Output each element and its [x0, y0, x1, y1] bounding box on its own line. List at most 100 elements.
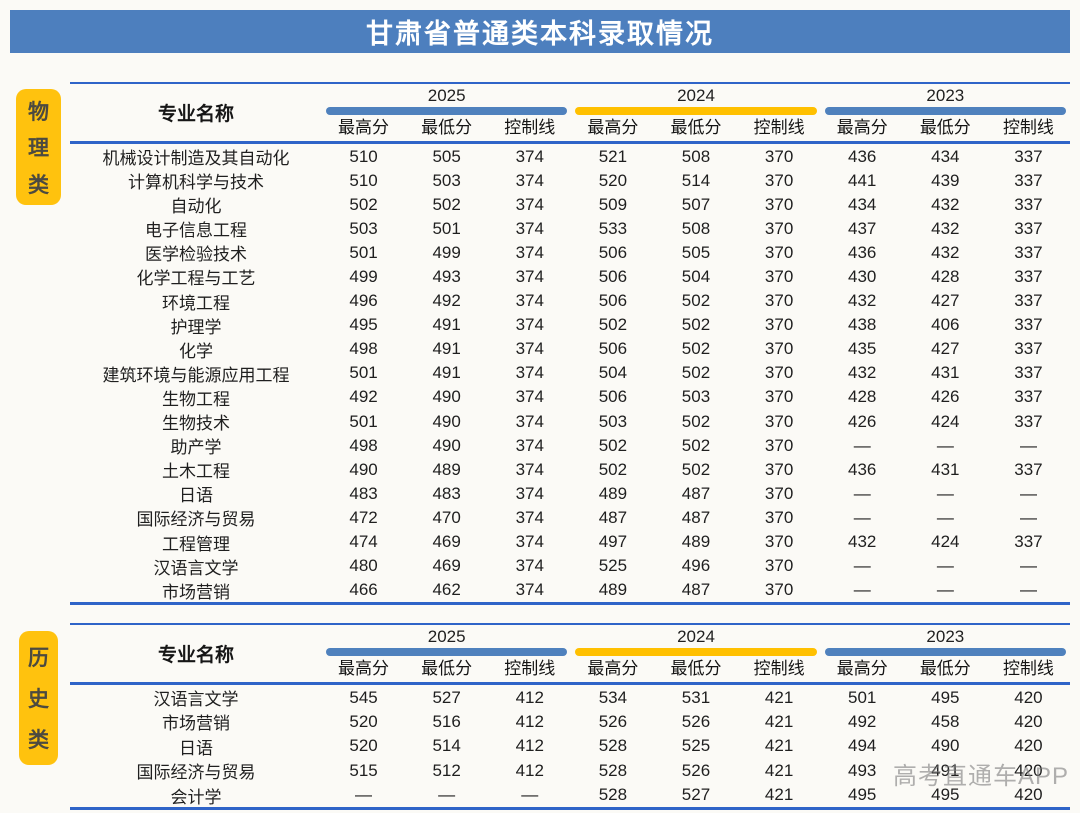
score-cell: 521 [598, 146, 628, 166]
score-cell: 374 [515, 532, 544, 551]
major-name: 建筑环境与能源应用工程 [102, 365, 290, 385]
score-cell: 420 [1014, 711, 1043, 731]
score-cell: 431 [931, 459, 960, 479]
score-cell: 506 [598, 387, 628, 407]
score-cell: 502 [681, 291, 711, 311]
score-cell: 487 [681, 483, 711, 503]
major-name: 国际经济与贸易 [136, 510, 256, 530]
year-group-2025: 2025 [322, 84, 571, 115]
score-cell: 421 [764, 687, 794, 707]
score-cell: 514 [681, 170, 711, 190]
major-name: 医学检验技术 [145, 245, 247, 265]
score-cell: 424 [931, 411, 960, 431]
score-cell: 487 [598, 507, 628, 527]
category-char: 类 [28, 729, 49, 752]
score-cell: 515 [349, 760, 378, 780]
table-row: 汉语言文学 545 527 412 534 531 421 501 495 42… [70, 685, 1070, 710]
score-cell: 370 [764, 532, 794, 551]
column-header-cutoff: 控制线 [753, 118, 805, 137]
major-name: 生物技术 [162, 414, 230, 434]
score-cell: 427 [931, 339, 960, 359]
score-cell: 526 [681, 760, 711, 780]
category-char: 类 [28, 173, 49, 197]
score-cell: 502 [598, 315, 628, 335]
score-cell: — [936, 435, 954, 455]
score-cell: 502 [349, 194, 378, 214]
score-cell: 370 [764, 315, 794, 335]
score-cell: — [1019, 507, 1037, 527]
header-divider [70, 682, 1070, 685]
score-cell: 512 [432, 760, 461, 780]
score-cell: 370 [764, 411, 794, 431]
column-header-min: 最低分 [919, 659, 971, 678]
major-name: 计算机科学与技术 [128, 173, 264, 193]
year-group-2025: 2025 [322, 625, 571, 656]
score-cell: 504 [598, 363, 628, 383]
score-cell: 337 [1014, 363, 1043, 383]
score-cell: 337 [1014, 339, 1043, 359]
score-cell: 370 [764, 339, 794, 359]
score-cell: 489 [681, 532, 711, 551]
score-cell: 502 [432, 194, 461, 214]
score-cell: 472 [349, 507, 378, 527]
score-cell: 502 [681, 339, 711, 359]
score-cell: 370 [764, 218, 794, 238]
table-row: 化学工程与工艺 499 493 374 506 504 370 430 428 … [70, 264, 1070, 289]
score-cell: 337 [1014, 266, 1043, 286]
score-cell: 527 [681, 785, 711, 805]
score-cell: 436 [848, 146, 877, 166]
score-cell: 494 [848, 736, 877, 756]
score-cell: 337 [1014, 242, 1043, 262]
major-name: 工程管理 [162, 534, 230, 554]
score-cell: — [1019, 435, 1037, 455]
header-divider [70, 141, 1070, 144]
score-cell: 428 [931, 266, 960, 286]
score-cell: 497 [598, 532, 628, 551]
score-cell: — [1019, 483, 1037, 503]
score-cell: 502 [681, 315, 711, 335]
column-header-min: 最低分 [670, 118, 722, 137]
table-row: 护理学 495 491 374 502 502 370 438 406 337 [70, 313, 1070, 337]
year-underline-bar-2024 [575, 107, 817, 115]
score-cell: 426 [931, 387, 960, 407]
physics-table: 专业名称 2025 2024 2023 最高分 最低分 控制线 最高分 最低分 … [70, 82, 1070, 605]
score-cell: 506 [598, 339, 628, 359]
score-cell: 528 [598, 785, 628, 805]
column-header-min: 最低分 [919, 118, 971, 137]
score-cell: 491 [432, 339, 461, 359]
score-cell: 483 [432, 483, 461, 503]
score-cell: 374 [515, 411, 544, 431]
score-cell: 462 [432, 580, 461, 600]
score-cell: 370 [764, 170, 794, 190]
score-cell: 412 [515, 760, 544, 780]
column-header-max: 最高分 [338, 659, 390, 678]
score-cell: 469 [432, 532, 461, 551]
year-label-2025: 2025 [427, 627, 466, 646]
year-label-2023: 2023 [926, 627, 965, 646]
major-name: 助产学 [170, 438, 222, 458]
table-top-divider [70, 623, 1070, 625]
score-cell: 370 [764, 483, 794, 503]
year-underline-bar-2025 [326, 648, 568, 656]
score-cell: 501 [349, 363, 378, 383]
score-cell: 503 [681, 387, 711, 407]
score-cell: 374 [515, 146, 544, 166]
score-cell: 490 [931, 736, 960, 756]
column-header-cutoff: 控制线 [1002, 659, 1054, 678]
major-name: 护理学 [170, 317, 222, 337]
score-cell: 493 [432, 266, 461, 286]
score-cell: 370 [764, 507, 794, 527]
score-cell: — [355, 785, 373, 805]
score-cell: — [1019, 556, 1037, 576]
major-name: 环境工程 [162, 293, 230, 313]
score-cell: 501 [432, 218, 461, 238]
score-cell: 470 [432, 507, 461, 527]
score-cell: 487 [681, 507, 711, 527]
column-header-cutoff: 控制线 [504, 118, 556, 137]
score-cell: 421 [764, 785, 794, 805]
table-row: 汉语言文学 480 469 374 525 496 370 — — — [70, 554, 1070, 578]
score-cell: — [936, 483, 954, 503]
score-cell: 491 [432, 315, 461, 335]
score-cell: 420 [1014, 785, 1043, 805]
physics-table-header: 专业名称 2025 2024 2023 最高分 最低分 控制线 最高分 最低分 … [70, 84, 1070, 141]
